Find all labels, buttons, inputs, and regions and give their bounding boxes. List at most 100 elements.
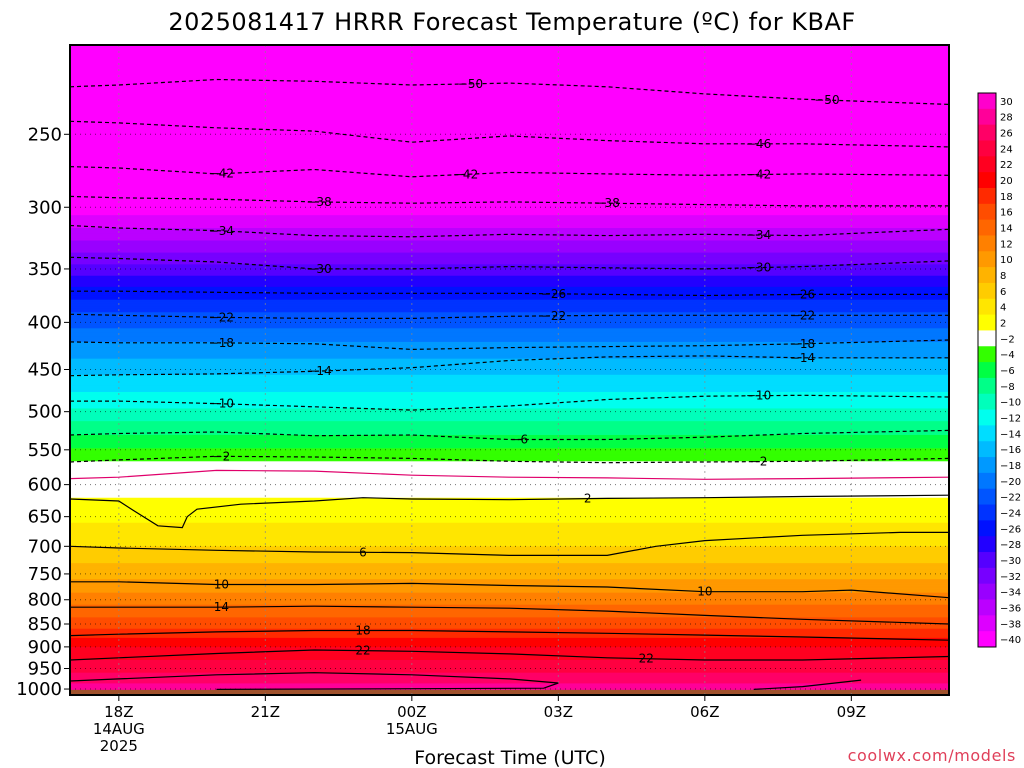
temperature-band (70, 427, 949, 430)
temperature-band (70, 385, 949, 388)
temperature-band (70, 589, 949, 592)
temperature-band (70, 301, 949, 305)
colorbar-tick-label: −22 (1000, 493, 1021, 504)
colorbar-tick-label: 20 (1000, 176, 1013, 187)
colorbar-swatch (978, 330, 996, 347)
colorbar-swatch (978, 615, 996, 632)
contour-label: 10 (214, 577, 229, 591)
temperature-band (70, 149, 949, 154)
colorbar-swatch (978, 472, 996, 490)
temperature-band (70, 425, 949, 428)
temperature-band (70, 68, 949, 73)
temperature-band (70, 153, 949, 157)
y-tick-label: 250 (28, 124, 62, 145)
temperature-band (70, 433, 949, 436)
temperature-band (70, 419, 949, 422)
temperature-band (70, 220, 949, 224)
temperature-band (70, 574, 949, 577)
colorbar-tick-label: −18 (1000, 461, 1021, 472)
colorbar-swatch (978, 567, 996, 585)
temperature-band (70, 660, 949, 662)
colorbar-tick-label: 28 (1000, 113, 1013, 124)
temperature-band (70, 633, 949, 635)
temperature-band (70, 588, 949, 591)
temperature-band (70, 489, 949, 492)
temperature-band (70, 173, 949, 178)
contour-label: 10 (697, 585, 712, 599)
temperature-band (70, 641, 949, 644)
temperature-band (70, 648, 949, 651)
temperature-band (70, 598, 949, 601)
colorbar-swatch (978, 187, 996, 205)
colorbar-tick-label: −16 (1000, 445, 1021, 456)
contour-labels: −50−50−46−42 −42 −42−38 −38−34 −34−30 −30−26−… (209, 77, 840, 666)
colorbar-swatch (978, 219, 996, 236)
temperature-band (70, 284, 949, 288)
temperature-band (70, 675, 949, 677)
contour-label: −18 (790, 337, 815, 351)
temperature-band (70, 316, 949, 319)
temperature-band (70, 225, 949, 229)
temperature-band (70, 559, 949, 562)
temperature-band (70, 388, 949, 391)
temperature-band (70, 671, 949, 674)
temperature-band (70, 500, 949, 503)
temperature-band (70, 299, 949, 303)
temperature-band (70, 201, 949, 206)
temperature-band (70, 557, 949, 560)
temperature-band (70, 644, 949, 646)
temperature-band (70, 52, 949, 58)
temperature-band (70, 436, 949, 439)
temperature-band (70, 512, 949, 515)
temperature-band (70, 520, 949, 523)
colorbar-tick-label: 16 (1000, 208, 1013, 219)
colorbar-tick-label: −36 (1000, 603, 1021, 614)
colorbar-swatch (978, 409, 996, 426)
temperature-band (70, 685, 949, 687)
contour-lines (70, 78, 949, 690)
temperature-band (70, 599, 949, 602)
temperature-band (70, 624, 949, 626)
temperature-band (70, 266, 949, 270)
temperature-band (70, 170, 949, 175)
temperature-band (70, 579, 949, 581)
temperature-band (70, 659, 949, 661)
y-tick-label: 300 (28, 197, 62, 218)
colorbar-swatch (978, 203, 996, 221)
temperature-band (70, 245, 949, 249)
temperature-band (70, 583, 949, 586)
temperature-band (70, 393, 949, 396)
temperature-band (70, 566, 949, 569)
temperature-band (70, 674, 949, 676)
colorbar-swatch (978, 441, 996, 458)
temperature-band (70, 428, 949, 432)
temperature-band (70, 422, 949, 425)
temperature-band (70, 45, 949, 50)
temperature-band (70, 568, 949, 571)
temperature-band (70, 458, 949, 461)
temperature-band (70, 522, 949, 525)
temperature-band (70, 493, 949, 496)
temperature-band (70, 683, 949, 685)
freezing-band (70, 462, 949, 488)
colorbar-tick-label: 8 (1000, 271, 1006, 282)
temperature-band (70, 564, 949, 566)
temperature-band (70, 414, 949, 418)
temperature-band (70, 676, 949, 678)
colorbar-swatch (978, 346, 996, 363)
temperature-band (70, 240, 949, 244)
credit-link[interactable]: coolwx.com/models (848, 746, 1016, 765)
temperature-band (70, 383, 949, 386)
x-tick-label: 18Z (104, 703, 133, 721)
contour-label: 14 (214, 600, 229, 614)
temperature-band (70, 505, 949, 508)
temperature-band (70, 681, 949, 684)
colorbar-tick-label: 4 (1000, 303, 1006, 314)
temperature-band (70, 523, 949, 526)
temperature-band (70, 680, 949, 683)
temperature-band (70, 176, 949, 181)
temperature-band (70, 185, 949, 189)
contour-label: −30 (306, 262, 331, 276)
colorbar-tick-label: −6 (1000, 366, 1015, 377)
